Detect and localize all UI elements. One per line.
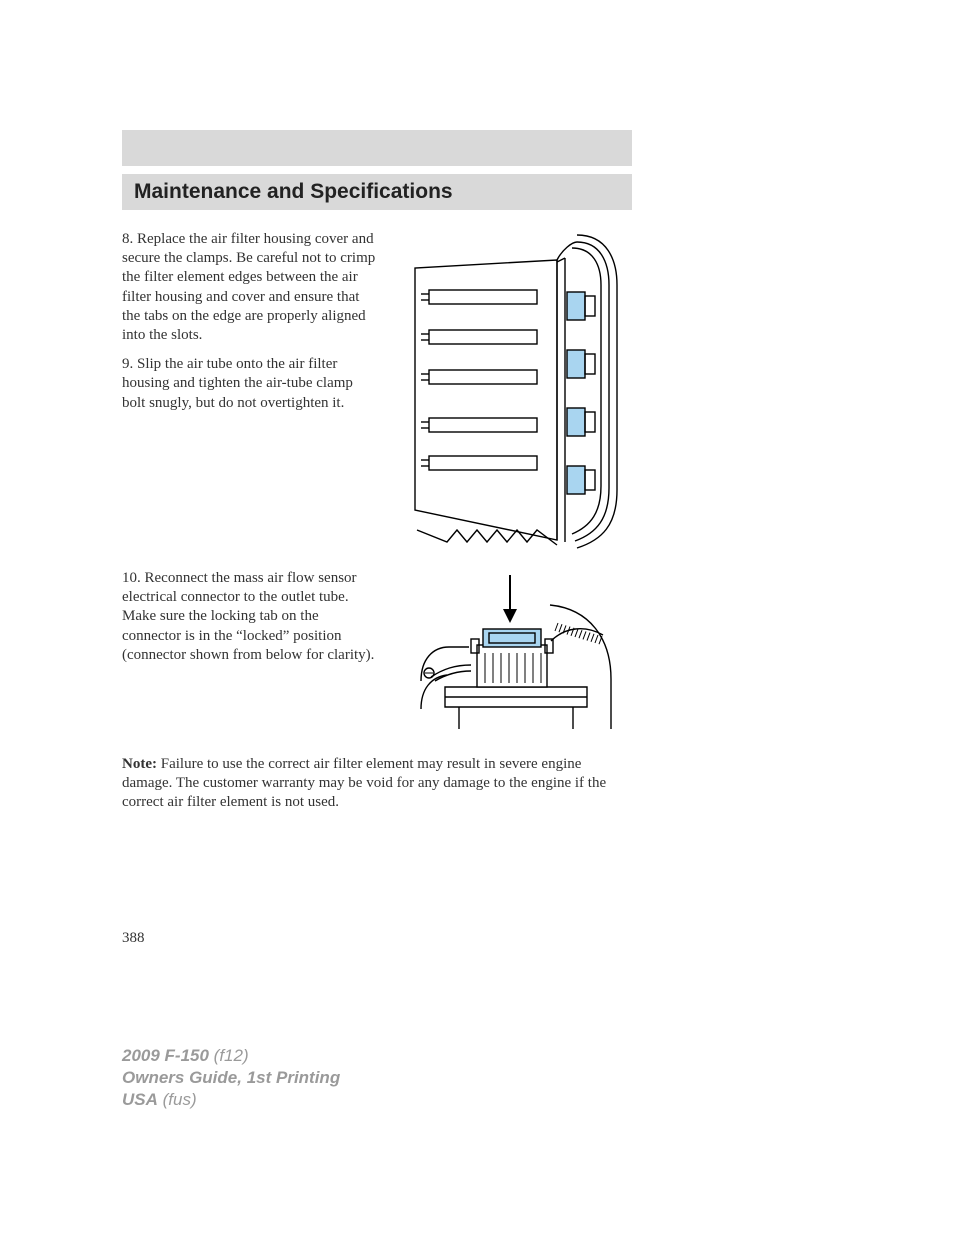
steps-8-9-text: 8. Replace the air filter housing cover …: [122, 230, 377, 423]
footer-guide: Owners Guide, 1st Printing: [122, 1067, 340, 1089]
footer-model-code: (f12): [209, 1046, 249, 1065]
air-filter-housing-diagram: [407, 230, 622, 555]
footer-model: 2009 F-150: [122, 1046, 209, 1065]
footer-region-code: (fus): [158, 1090, 197, 1109]
step-9-text: 9. Slip the air tube onto the air filter…: [122, 355, 377, 413]
top-grey-bar: [122, 130, 632, 166]
step-10-row: 10. Reconnect the mass air flow sensor e…: [122, 569, 632, 739]
note-label: Note:: [122, 756, 157, 772]
footer: 2009 F-150 (f12) Owners Guide, 1st Print…: [122, 1045, 340, 1111]
step-10-text: 10. Reconnect the mass air flow sensor e…: [122, 569, 377, 665]
figure-2-container: [397, 569, 632, 739]
step-10-text-col: 10. Reconnect the mass air flow sensor e…: [122, 569, 377, 675]
maf-connector-diagram: [415, 569, 615, 739]
content-area: 8. Replace the air filter housing cover …: [122, 230, 632, 813]
section-title: Maintenance and Specifications: [134, 180, 453, 203]
figure-1-container: [397, 230, 632, 555]
page-content: Maintenance and Specifications 8. Replac…: [122, 130, 632, 813]
footer-line-1: 2009 F-150 (f12): [122, 1045, 340, 1067]
page-number: 388: [122, 930, 145, 947]
note-block: Note: Failure to use the correct air fil…: [122, 755, 632, 813]
footer-line-3: USA (fus): [122, 1089, 340, 1111]
step-8-text: 8. Replace the air filter housing cover …: [122, 230, 377, 345]
footer-region: USA: [122, 1090, 158, 1109]
note-text: Failure to use the correct air filter el…: [122, 756, 606, 810]
section-title-bar: Maintenance and Specifications: [122, 174, 632, 210]
steps-8-9-row: 8. Replace the air filter housing cover …: [122, 230, 632, 555]
